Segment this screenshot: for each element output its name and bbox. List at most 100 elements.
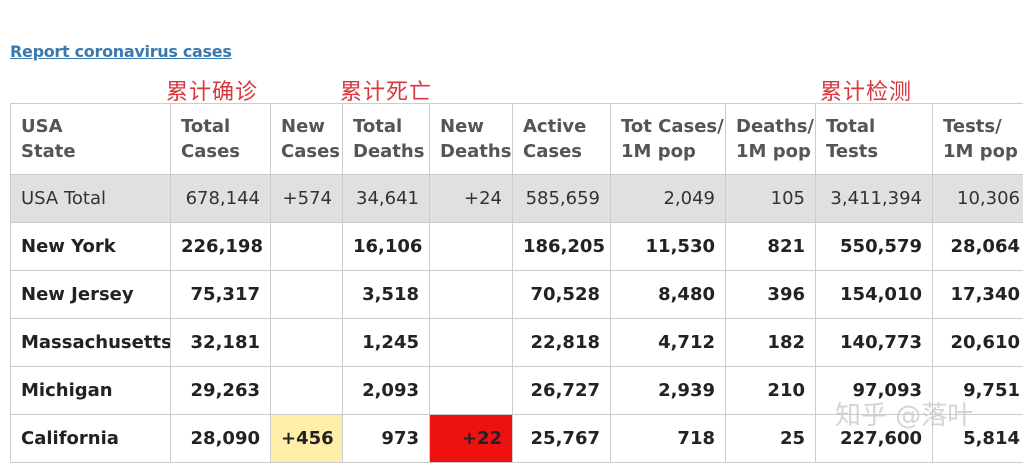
column-header[interactable]: New Deaths	[429, 103, 513, 175]
table-cell: 2,093	[342, 366, 430, 415]
table-cell: 8,480	[610, 270, 726, 319]
table-cell: 16,106	[342, 222, 430, 271]
column-header[interactable]: Tot Cases/1M pop	[610, 103, 726, 175]
table-cell: +574	[270, 174, 343, 223]
table-cell	[270, 270, 343, 319]
column-header-line: Total	[353, 116, 403, 137]
column-header-line: New	[440, 116, 484, 137]
table-cell: 186,205	[512, 222, 611, 271]
column-header[interactable]: Total Cases	[170, 103, 271, 175]
table-cell: 70,528	[512, 270, 611, 319]
annotation-cumulative-cases: 累计确诊	[166, 80, 259, 105]
table-cell: 821	[725, 222, 816, 271]
column-header-line: 1M pop	[736, 141, 811, 162]
table-cell: 32,181	[170, 318, 271, 367]
column-header[interactable]: Tests/1M pop	[932, 103, 1023, 175]
table-cell: 227,600	[815, 414, 933, 463]
table-row: California 28,090 +456 973 +22 25,767 718 25 227…	[10, 414, 1023, 463]
column-header[interactable]: Total Deaths	[342, 103, 430, 175]
column-header-line: Tests/	[943, 116, 1002, 137]
state-name[interactable]: Michigan	[10, 366, 171, 415]
column-header-line: 1M pop	[943, 141, 1018, 162]
table-cell: 1,245	[342, 318, 430, 367]
column-header-line: Cases	[281, 141, 340, 162]
report-cases-link[interactable]: Report coronavirus cases	[10, 42, 232, 61]
table-cell: +24	[429, 174, 513, 223]
table-cell: 17,340	[932, 270, 1023, 319]
table-cell: 11,530	[610, 222, 726, 271]
column-header-line: Total	[826, 116, 876, 137]
column-header[interactable]: Deaths/1M pop	[725, 103, 816, 175]
state-name[interactable]: New Jersey	[10, 270, 171, 319]
table-cell: 28,090	[170, 414, 271, 463]
column-header-line: Total	[181, 116, 231, 137]
table-cell: 20,610	[932, 318, 1023, 367]
column-header[interactable]: Total Tests	[815, 103, 933, 175]
column-header-line: Cases	[181, 141, 240, 162]
table-cell: 25,767	[512, 414, 611, 463]
table-cell: 25	[725, 414, 816, 463]
table-cell: 4,712	[610, 318, 726, 367]
table-cell: 718	[610, 414, 726, 463]
table-cell: 26,727	[512, 366, 611, 415]
annotation-cumulative-tests: 累计检测	[820, 80, 913, 105]
column-header-line: Active	[523, 116, 587, 137]
column-header-line: USA	[21, 116, 63, 137]
table-cell: 226,198	[170, 222, 271, 271]
table-cell: 585,659	[512, 174, 611, 223]
table-cell	[429, 318, 513, 367]
column-header-line: Deaths	[353, 141, 425, 162]
table-cell	[270, 366, 343, 415]
table-cell	[429, 222, 513, 271]
state-name: USA Total	[10, 174, 171, 223]
table-cell: 154,010	[815, 270, 933, 319]
column-header[interactable]: Active Cases	[512, 103, 611, 175]
table-cell	[270, 222, 343, 271]
state-name[interactable]: Massachusetts	[10, 318, 171, 367]
table-cell: 3,411,394	[815, 174, 933, 223]
column-header-line: 1M pop	[621, 141, 696, 162]
table-cell: 10,306	[932, 174, 1023, 223]
table-cell: +22	[429, 414, 513, 463]
table-cell: 210	[725, 366, 816, 415]
table-cell: 5,814	[932, 414, 1023, 463]
column-header-line: Deaths/	[736, 116, 815, 137]
table-cell: 182	[725, 318, 816, 367]
table-cell: 75,317	[170, 270, 271, 319]
table-cell: 29,263	[170, 366, 271, 415]
table-cell: 105	[725, 174, 816, 223]
table-cell	[270, 318, 343, 367]
table-cell	[429, 270, 513, 319]
table-cell: 396	[725, 270, 816, 319]
table-cell: 678,144	[170, 174, 271, 223]
table-cell: 2,939	[610, 366, 726, 415]
table-cell: 9,751	[932, 366, 1023, 415]
table-cell: 97,093	[815, 366, 933, 415]
total-row: USA Total 678,144 +574 34,641 +24 585,659 2,04…	[10, 174, 1023, 223]
table-cell: 3,518	[342, 270, 430, 319]
column-header-line: Deaths	[440, 141, 512, 162]
column-header[interactable]: New Cases	[270, 103, 343, 175]
table-cell	[429, 366, 513, 415]
table-cell: +456	[270, 414, 343, 463]
table-row: New Jersey 75,317 3,518 70,528 8,480 396 154,0…	[10, 270, 1023, 319]
table-row: New York 226,198 16,106 186,205 11,530 821 550…	[10, 222, 1023, 271]
table-cell: 550,579	[815, 222, 933, 271]
state-name[interactable]: New York	[10, 222, 171, 271]
table-cell: 28,064	[932, 222, 1023, 271]
table-cell: 973	[342, 414, 430, 463]
column-header-line: Cases	[523, 141, 582, 162]
column-header-line: New	[281, 116, 325, 137]
table-row: Massachusetts 32,181 1,245 22,818 4,712 182 14…	[10, 318, 1023, 367]
watermark: 知乎 @落叶	[835, 401, 974, 431]
table-cell: 22,818	[512, 318, 611, 367]
table-cell: 2,049	[610, 174, 726, 223]
table-row: Michigan 29,263 2,093 26,727 2,939 210 97,093 9…	[10, 366, 1023, 415]
column-header-line: Tot Cases/	[621, 116, 724, 137]
state-name[interactable]: California	[10, 414, 171, 463]
annotation-cumulative-deaths: 累计死亡	[340, 80, 433, 105]
column-header-line: State	[21, 141, 76, 162]
column-header[interactable]: USA State	[10, 103, 171, 175]
table-cell: 140,773	[815, 318, 933, 367]
column-header-line: Tests	[826, 141, 879, 162]
